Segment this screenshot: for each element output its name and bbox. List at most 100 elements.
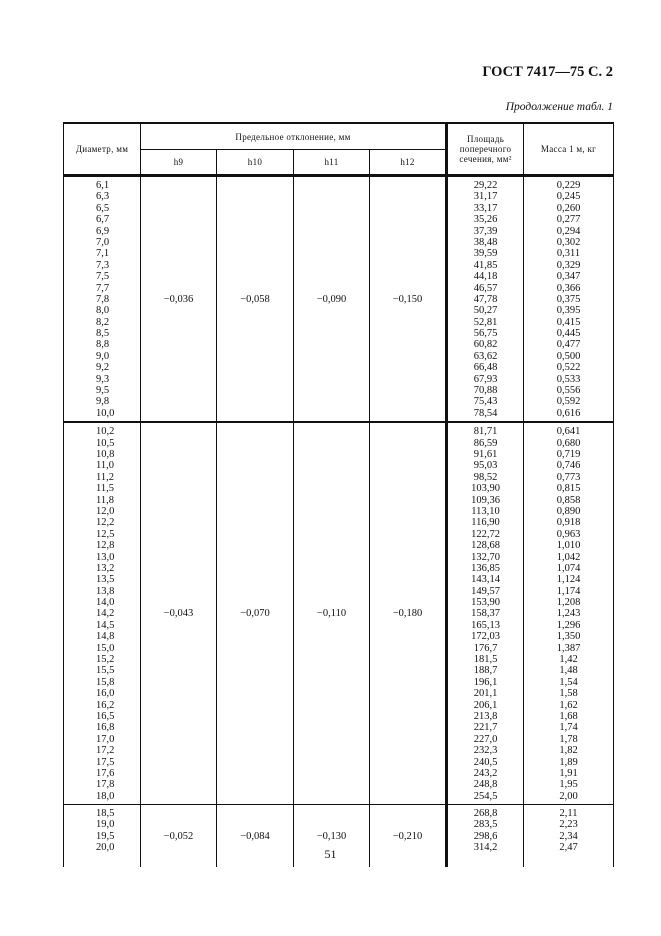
diameter-column-cell: 6,1 6,3 6,5 6,7 6,9 7,0 7,1 7,3 7,5 7,7 7,8 8,0 8,2 8… [63, 174, 141, 424]
diameter-value: 16,5 [96, 710, 115, 722]
area-value: 56,75 [473, 328, 498, 340]
area-value: 254,5 [473, 790, 498, 802]
h11-tolerance-value: −0,090 [293, 174, 370, 424]
diameter-value: 19,5 [96, 830, 115, 842]
mass-value: 0,533 [556, 373, 581, 385]
area-value: 196,1 [473, 676, 498, 688]
h10-tolerance-value: −0,058 [216, 174, 294, 424]
area-value: 81,71 [473, 426, 498, 438]
diameter-value: 20,0 [96, 842, 115, 854]
diameter-value: 16,2 [96, 699, 115, 711]
diameter-value: 12,2 [96, 517, 115, 529]
area-value: 188,7 [473, 665, 498, 677]
mass-value: 0,522 [556, 362, 581, 374]
area-value: 109,36 [471, 494, 500, 506]
area-value: 78,54 [473, 407, 498, 419]
area-value: 143,14 [471, 574, 500, 586]
mass-value: 1,243 [556, 608, 581, 620]
mass-value: 0,415 [556, 316, 581, 328]
mass-value: 0,329 [556, 259, 581, 271]
mass-value: 0,277 [556, 214, 581, 226]
mass-value: 1,54 [559, 676, 578, 688]
area-value: 240,5 [473, 756, 498, 768]
header-diameter: Диаметр, мм [63, 122, 141, 176]
area-value: 165,13 [471, 619, 500, 631]
diameter-value: 12,8 [96, 540, 115, 552]
h9-tolerance-value: −0,043 [140, 421, 217, 805]
mass-value: 1,010 [556, 540, 581, 552]
area-value: 153,90 [471, 597, 500, 609]
h12-tolerance-value: −0,210 [368, 804, 449, 868]
diameter-value: 13,0 [96, 551, 115, 563]
area-value: 314,2 [473, 842, 498, 854]
mass-value: 2,34 [559, 830, 578, 842]
diameter-value: 9,0 [96, 350, 110, 362]
area-value: 181,5 [473, 654, 498, 666]
diameter-value: 13,2 [96, 562, 115, 574]
area-value: 221,7 [473, 722, 498, 734]
diameter-value: 9,3 [96, 373, 110, 385]
area-value: 33,17 [473, 202, 498, 214]
diameter-value: 12,0 [96, 505, 115, 517]
header-h9: h9 [140, 149, 217, 176]
diameter-value: 10,8 [96, 448, 115, 460]
area-value: 158,37 [471, 608, 500, 620]
diameter-value: 18,5 [96, 808, 115, 820]
area-value: 39,59 [473, 248, 498, 260]
diameter-value: 15,2 [96, 654, 115, 666]
mass-value: 0,680 [556, 437, 581, 449]
diameter-value: 9,8 [96, 396, 110, 408]
mass-value: 1,042 [556, 551, 581, 563]
diameter-value: 6,5 [96, 202, 110, 214]
area-value: 41,85 [473, 259, 498, 271]
area-value: 35,26 [473, 214, 498, 226]
area-value: 206,1 [473, 699, 498, 711]
area-value: 38,48 [473, 236, 498, 248]
diameter-column-cell: 18,5 19,0 19,5 20,0 [63, 804, 141, 868]
header-area: Площадь поперечного сечения, мм² [446, 122, 525, 176]
diameter-value: 15,8 [96, 676, 115, 688]
mass-value: 0,592 [556, 396, 581, 408]
mass-value: 0,375 [556, 293, 581, 305]
area-value: 213,8 [473, 710, 498, 722]
h11-tolerance-value: −0,110 [293, 421, 370, 805]
area-value: 67,93 [473, 373, 498, 385]
mass-value: 0,445 [556, 328, 581, 340]
area-value: 31,17 [473, 191, 498, 203]
mass-value: 1,82 [559, 745, 578, 757]
page-number: 51 [324, 847, 337, 861]
mass-value: 1,387 [556, 642, 581, 654]
diameter-value: 18,0 [96, 790, 115, 802]
mass-value: 0,918 [556, 517, 581, 529]
h12-tolerance-value: −0,150 [368, 174, 449, 424]
diameter-value: 11,5 [96, 483, 114, 495]
area-value: 47,78 [473, 293, 498, 305]
mass-value: 0,260 [556, 202, 581, 214]
diameter-value: 17,5 [96, 756, 115, 768]
mass-value: 1,78 [559, 733, 578, 745]
area-value: 46,57 [473, 282, 498, 294]
header-tolerance: Предельное отклонение, мм [139, 122, 449, 150]
diameter-value: 11,0 [96, 460, 114, 472]
mass-value: 0,746 [556, 460, 581, 472]
area-value: 66,48 [473, 362, 498, 374]
diameter-value: 12,5 [96, 528, 115, 540]
mass-value: 0,815 [556, 483, 581, 495]
area-value: 98,52 [473, 471, 498, 483]
area-value: 298,6 [473, 830, 498, 842]
area-value: 29,22 [473, 180, 498, 191]
diameter-value: 17,6 [96, 767, 115, 779]
mass-value: 0,858 [556, 494, 581, 506]
mass-value: 2,11 [559, 808, 578, 820]
mass-value: 1,208 [556, 597, 581, 609]
mass-value: 0,641 [556, 426, 581, 438]
mass-value: 1,48 [559, 665, 578, 677]
area-value: 122,72 [471, 528, 500, 540]
diameter-value: 6,9 [96, 225, 110, 237]
diameter-value: 9,2 [96, 362, 110, 374]
header-h11: h11 [293, 149, 370, 176]
table-row-group: 6,1 6,3 6,5 6,7 6,9 7,0 7,1 7,3 7,5 7,7 7,8 8,0 8,2 8… [63, 174, 615, 424]
area-column-cell: 29,22 31,17 33,17 35,26 37,39 38,48 39,59 41,85… [446, 174, 525, 424]
area-value: 201,1 [473, 688, 498, 700]
diameter-value: 13,5 [96, 574, 115, 586]
